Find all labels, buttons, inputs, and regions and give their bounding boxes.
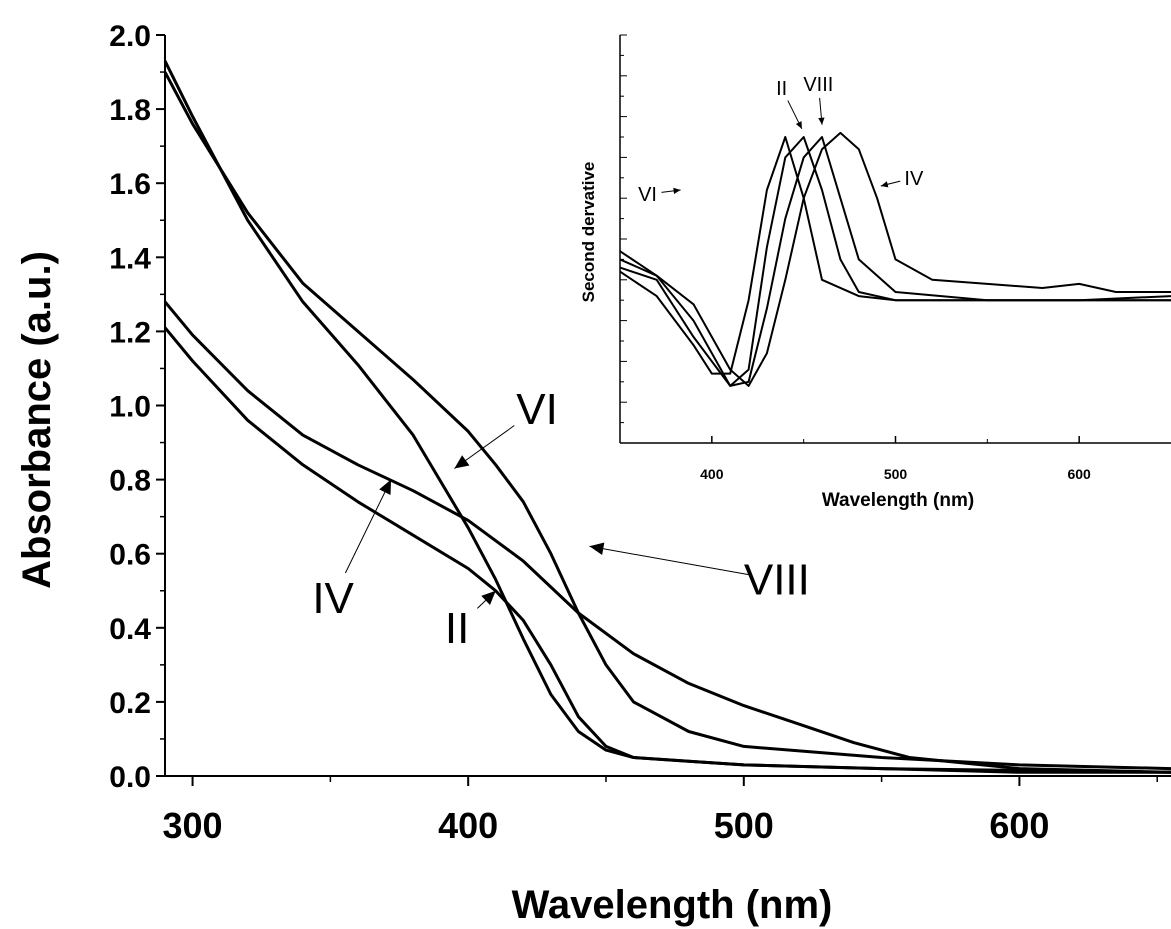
annotation-arrow-viii: [589, 545, 750, 576]
inset-series-label-ii: II: [776, 78, 787, 100]
x-tick-label: 500: [714, 805, 774, 846]
y-tick-label: 1.6: [109, 168, 151, 201]
y-tick-label: 0.4: [109, 613, 151, 646]
x-tick-label: 600: [989, 805, 1049, 846]
x-axis-title: Wavelength (nm): [512, 883, 833, 927]
inset-series-label-iv: IV: [904, 168, 924, 190]
inset-series-line-viii: [619, 136, 1171, 387]
annotation-arrow-iv: [344, 479, 392, 574]
annotation-arrow-iv-head: [379, 479, 392, 495]
x-tick-label: 300: [163, 805, 223, 846]
inset-x-tick-label: 400: [700, 466, 724, 482]
series-line-vi: [163, 60, 1171, 774]
inset-x-tick-label: 600: [1067, 466, 1091, 482]
inset-x-axis-title: Wavelength (nm): [822, 490, 974, 511]
y-axis-title: Absorbance (a.u.): [15, 251, 59, 589]
inset-y-axis-title: Second dervative: [579, 162, 598, 303]
inset-annotation-arrow-viii-head: [818, 117, 825, 125]
inset-plot: 400 500 600 Wavelength (nm) Second dervative…: [579, 34, 1171, 511]
series-label-iv: IV: [312, 574, 354, 623]
series-label-viii: VIII: [744, 556, 810, 605]
y-tick-label: 1.2: [109, 316, 151, 349]
inset-annotation-arrow-iv-head: [880, 181, 889, 188]
series-label-ii: II: [445, 604, 469, 653]
y-tick-label: 0.6: [109, 539, 151, 572]
inset-series-line-iv: [619, 131, 1171, 387]
y-tick-label: 0.8: [109, 465, 151, 498]
annotation-arrow-viii-head: [589, 542, 605, 555]
inset-series-label-viii: VIII: [803, 74, 833, 96]
annotation-arrow-ii-head: [481, 590, 496, 605]
x-tick-label: 400: [438, 805, 498, 846]
inset-annotation-arrow-vi-head: [673, 187, 681, 195]
y-tick-label: 0.0: [109, 761, 151, 794]
series-line-viii: [163, 71, 1171, 771]
main-plot: 0.0 0.2 0.4 0.6 0.8 1.0 1.2 1.4 1.6 1.8 2.0 300 400 5…: [15, 20, 1171, 927]
y-tick-label: 2.0: [109, 20, 151, 53]
inset-series-line-ii: [619, 136, 1171, 387]
y-tick-label: 0.2: [109, 687, 151, 720]
annotation-arrow-vi-head: [454, 455, 470, 469]
y-tick-label: 1.4: [109, 242, 151, 275]
inset-x-tick-label: 500: [884, 466, 908, 482]
y-tick-label: 1.0: [109, 391, 151, 424]
y-tick-label: 1.8: [109, 94, 151, 127]
inset-series-label-vi: VI: [638, 184, 657, 206]
series-label-vi: VI: [516, 385, 558, 434]
inset-background: [620, 35, 1171, 443]
inset-annotation-arrow-ii-head: [795, 121, 802, 129]
